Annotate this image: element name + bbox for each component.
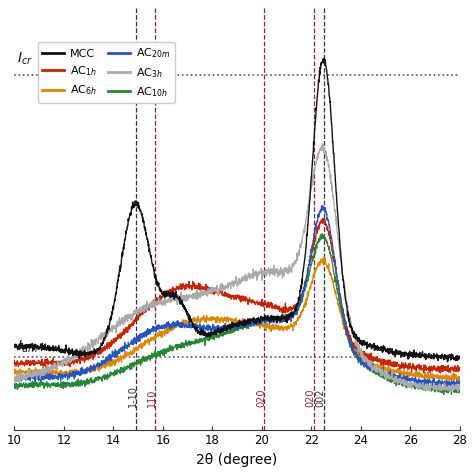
Text: 110: 110 bbox=[147, 389, 157, 408]
Text: $I_{cr}$: $I_{cr}$ bbox=[18, 51, 33, 67]
X-axis label: 2θ (degree): 2θ (degree) bbox=[196, 453, 278, 467]
Legend: MCC, AC$_{1h}$, AC$_{6h}$, AC$_{20m}$, AC$_{3h}$, AC$_{10h}$: MCC, AC$_{1h}$, AC$_{6h}$, AC$_{20m}$, A… bbox=[38, 42, 174, 103]
Text: $I_{am}$: $I_{am}$ bbox=[18, 339, 38, 355]
Text: 020: 020 bbox=[306, 389, 316, 408]
Text: 020: 020 bbox=[256, 389, 266, 408]
Text: 002: 002 bbox=[316, 389, 326, 408]
Text: 1-10: 1-10 bbox=[128, 386, 137, 408]
